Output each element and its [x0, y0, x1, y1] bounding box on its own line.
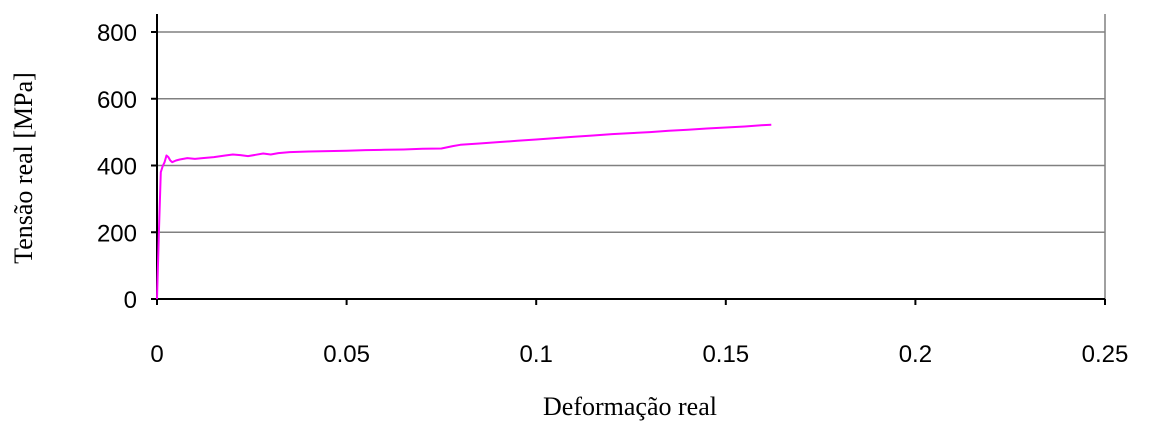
x-tick-label-2: 0.1 [520, 341, 553, 368]
y-tick-label-2: 400 [97, 154, 137, 181]
x-tick-label-0: 0 [150, 341, 163, 368]
horizontal-gridlines [157, 31, 1105, 233]
y-tick-label-1: 200 [97, 220, 137, 247]
x-tick-label-3: 0.15 [702, 341, 749, 368]
x-tick-labels: 0 0.05 0.1 0.15 0.2 0.25 [150, 341, 1128, 368]
y-tick-label-3: 600 [97, 87, 137, 114]
chart-axes [151, 14, 1106, 305]
y-tick-label-0: 0 [124, 287, 137, 314]
y-tick-label-4: 800 [97, 20, 137, 47]
x-tick-label-4: 0.2 [899, 341, 932, 368]
series-line-0 [156, 123, 772, 300]
x-tick-label-1: 0.05 [323, 341, 370, 368]
x-axis-title: Deformação real [543, 392, 717, 421]
x-tick-label-5: 0.25 [1082, 341, 1129, 368]
y-axis-title: Tensão real [MPa] [9, 72, 38, 264]
data-series [156, 123, 772, 300]
y-tick-labels: 0 200 400 600 800 [97, 20, 137, 314]
